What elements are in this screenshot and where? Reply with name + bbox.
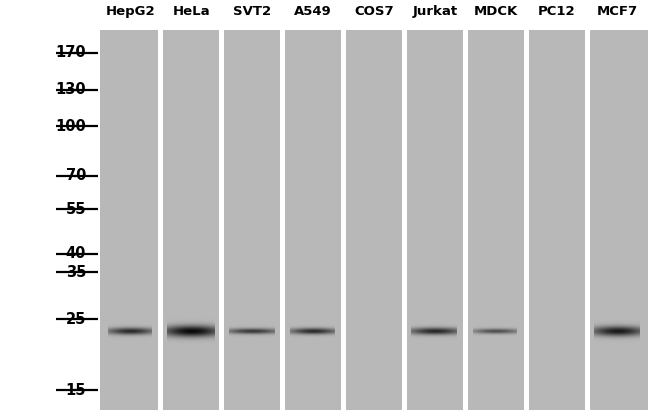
Text: 70: 70 xyxy=(66,168,86,184)
Text: 100: 100 xyxy=(55,119,86,134)
Text: A549: A549 xyxy=(294,5,332,18)
Text: MDCK: MDCK xyxy=(474,5,518,18)
Text: 130: 130 xyxy=(55,82,86,97)
Text: 15: 15 xyxy=(66,382,86,398)
Text: PC12: PC12 xyxy=(538,5,575,18)
Text: MCF7: MCF7 xyxy=(597,5,638,18)
Text: 170: 170 xyxy=(55,45,86,60)
Text: COS7: COS7 xyxy=(354,5,394,18)
Text: HepG2: HepG2 xyxy=(106,5,155,18)
Text: 25: 25 xyxy=(66,311,86,326)
Text: HeLa: HeLa xyxy=(172,5,210,18)
Text: Jurkat: Jurkat xyxy=(412,5,458,18)
Text: 55: 55 xyxy=(66,202,86,217)
Text: 35: 35 xyxy=(66,265,86,280)
Text: SVT2: SVT2 xyxy=(233,5,271,18)
Text: 40: 40 xyxy=(66,246,86,261)
